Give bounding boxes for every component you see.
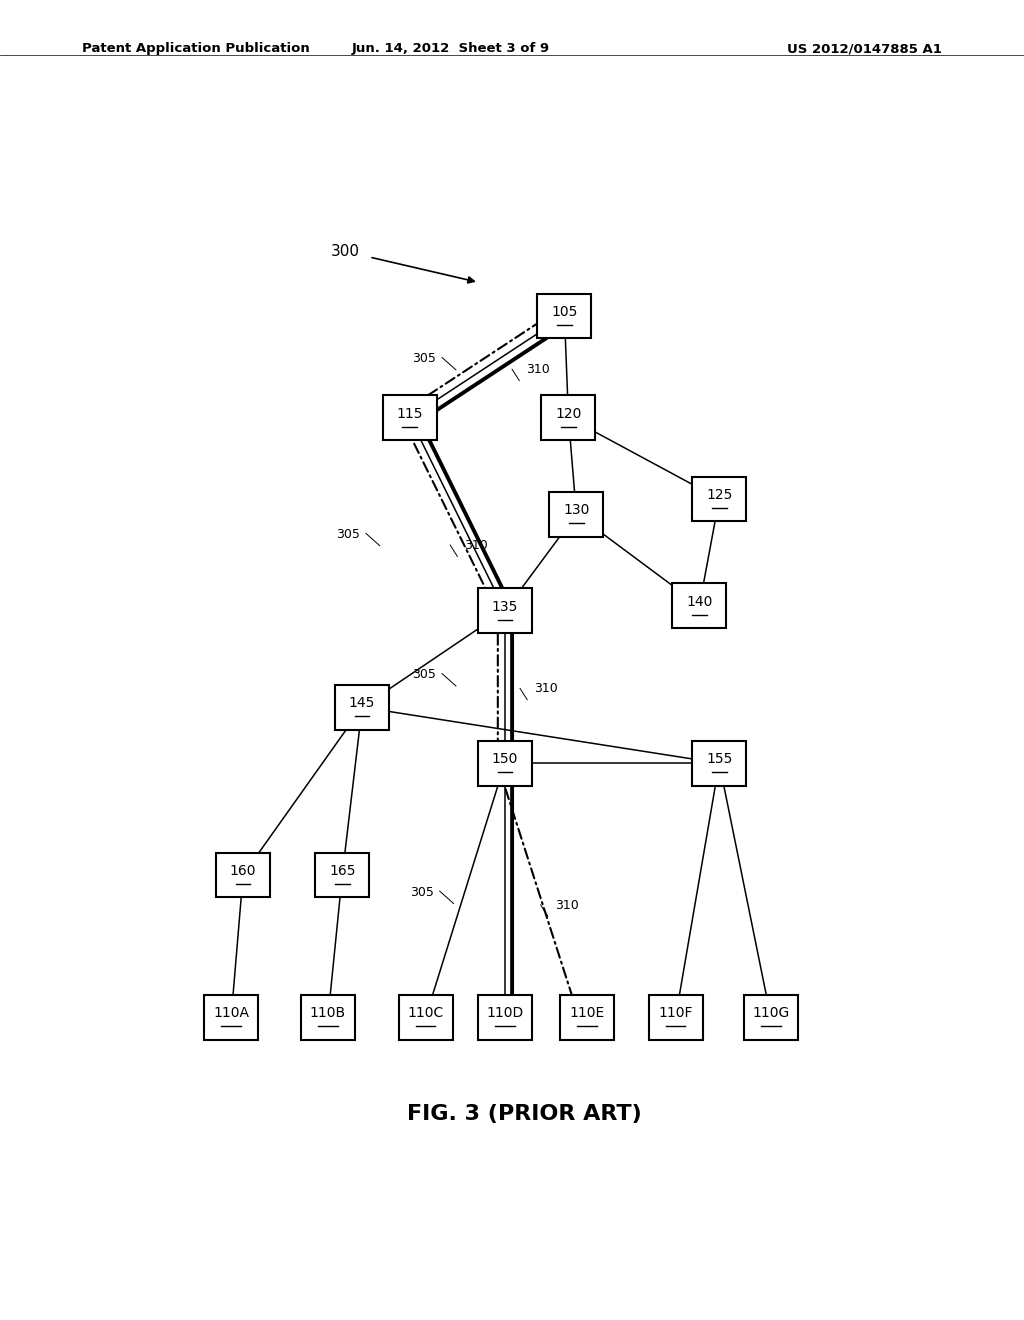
Text: US 2012/0147885 A1: US 2012/0147885 A1 bbox=[787, 42, 942, 55]
Text: 310: 310 bbox=[526, 363, 550, 376]
FancyBboxPatch shape bbox=[315, 853, 370, 898]
FancyBboxPatch shape bbox=[560, 995, 613, 1040]
Text: FIG. 3 (PRIOR ART): FIG. 3 (PRIOR ART) bbox=[408, 1104, 642, 1123]
FancyBboxPatch shape bbox=[648, 995, 702, 1040]
FancyBboxPatch shape bbox=[692, 741, 746, 785]
FancyBboxPatch shape bbox=[478, 741, 531, 785]
Text: 120: 120 bbox=[555, 407, 582, 421]
Text: 115: 115 bbox=[396, 407, 423, 421]
FancyBboxPatch shape bbox=[398, 995, 453, 1040]
FancyBboxPatch shape bbox=[478, 589, 531, 634]
Text: 145: 145 bbox=[349, 696, 376, 710]
FancyBboxPatch shape bbox=[692, 477, 746, 521]
Text: 110B: 110B bbox=[310, 1006, 346, 1020]
FancyBboxPatch shape bbox=[478, 995, 531, 1040]
FancyBboxPatch shape bbox=[542, 395, 595, 440]
FancyBboxPatch shape bbox=[538, 293, 592, 338]
Text: 110D: 110D bbox=[486, 1006, 523, 1020]
Text: 300: 300 bbox=[331, 244, 359, 260]
Text: 305: 305 bbox=[412, 352, 436, 366]
FancyBboxPatch shape bbox=[743, 995, 798, 1040]
Text: 305: 305 bbox=[412, 668, 436, 681]
Text: 155: 155 bbox=[706, 752, 732, 766]
FancyBboxPatch shape bbox=[673, 583, 726, 628]
Text: 105: 105 bbox=[551, 305, 578, 319]
Text: 135: 135 bbox=[492, 599, 518, 614]
FancyBboxPatch shape bbox=[550, 492, 603, 536]
Text: 160: 160 bbox=[229, 863, 256, 878]
Text: 140: 140 bbox=[686, 594, 713, 609]
Text: 110E: 110E bbox=[569, 1006, 604, 1020]
Text: Patent Application Publication: Patent Application Publication bbox=[82, 42, 309, 55]
Text: 110F: 110F bbox=[658, 1006, 693, 1020]
Text: 310: 310 bbox=[555, 899, 579, 912]
Text: 165: 165 bbox=[329, 863, 355, 878]
Text: 110G: 110G bbox=[753, 1006, 790, 1020]
Text: 310: 310 bbox=[465, 539, 488, 552]
Text: 125: 125 bbox=[706, 488, 732, 502]
Text: 110C: 110C bbox=[408, 1006, 443, 1020]
FancyBboxPatch shape bbox=[383, 395, 436, 440]
Text: Jun. 14, 2012  Sheet 3 of 9: Jun. 14, 2012 Sheet 3 of 9 bbox=[351, 42, 550, 55]
FancyBboxPatch shape bbox=[335, 685, 389, 730]
FancyBboxPatch shape bbox=[301, 995, 355, 1040]
Text: 110A: 110A bbox=[213, 1006, 249, 1020]
Text: 130: 130 bbox=[563, 503, 590, 517]
Text: 305: 305 bbox=[336, 528, 359, 541]
Text: 150: 150 bbox=[492, 752, 518, 766]
Text: 310: 310 bbox=[535, 682, 558, 696]
FancyBboxPatch shape bbox=[216, 853, 270, 898]
FancyBboxPatch shape bbox=[204, 995, 258, 1040]
Text: 305: 305 bbox=[410, 886, 433, 899]
